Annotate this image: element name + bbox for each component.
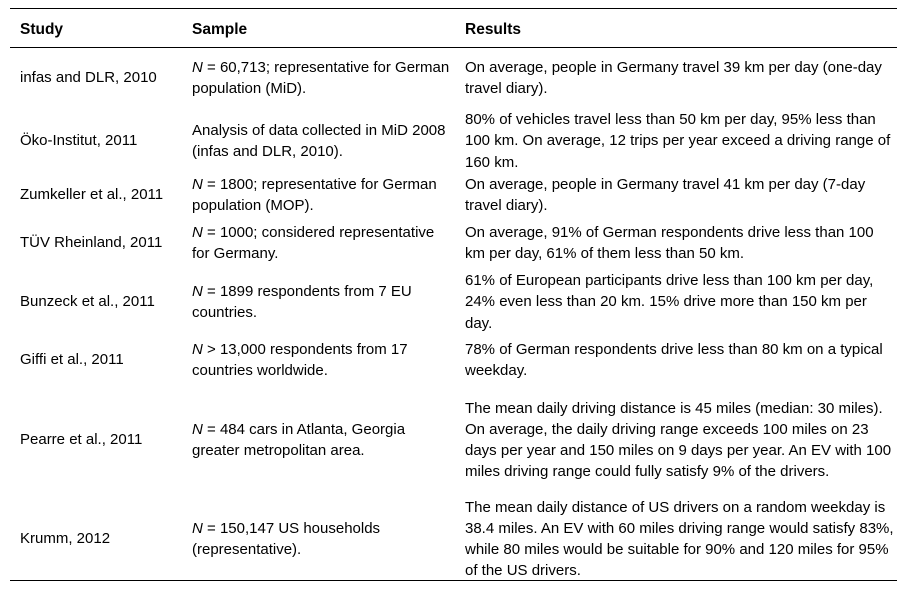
table-row: Bunzeck et al., 2011 N = 1899 respondent… (10, 269, 897, 335)
sample-text: > 13,000 respondents from 17 countries w… (192, 340, 408, 379)
header-study: Study (20, 21, 64, 38)
sample-text: = 1000; considered representative for Ge… (192, 223, 435, 262)
sample-text: Analysis of data collected in MiD 2008 (… (192, 121, 446, 160)
sample-n: N (192, 58, 203, 76)
sample-cell: N = 484 cars in Atlanta, Georgia greater… (192, 386, 450, 494)
results-cell: On average, people in Germany travel 39 … (465, 58, 882, 97)
study-cell: infas and DLR, 2010 (20, 69, 157, 87)
results-cell: The mean daily driving distance is 45 mi… (465, 399, 892, 481)
table-row: Giffi et al., 2011 N > 13,000 respondent… (10, 338, 897, 382)
study-cell: Öko-Institut, 2011 (20, 132, 138, 150)
study-cell: TÜV Rheinland, 2011 (20, 234, 163, 252)
sample-text: = 150,147 US households (representative)… (192, 519, 381, 558)
header-rule (10, 47, 897, 48)
sample-cell: N = 150,147 US households (representativ… (192, 496, 450, 582)
sample-n: N (192, 519, 203, 537)
results-cell: On average, people in Germany travel 41 … (465, 175, 866, 214)
sample-cell: Analysis of data collected in MiD 2008 (… (192, 108, 450, 174)
table-row: Pearre et al., 2011 N = 484 cars in Atla… (10, 386, 897, 494)
sample-cell: N = 1800; representative for German popu… (192, 173, 450, 217)
sample-cell: N = 1899 respondents from 7 EU countries… (192, 269, 450, 335)
sample-cell: N = 60,713; representative for German po… (192, 56, 450, 100)
table-top-rule (10, 8, 897, 9)
sample-text: = 1800; representative for German popula… (192, 175, 437, 214)
sample-n: N (192, 340, 203, 358)
sample-n: N (192, 223, 203, 241)
results-cell: 78% of German respondents drive less tha… (465, 340, 883, 379)
study-cell: Krumm, 2012 (20, 530, 111, 548)
sample-cell: N > 13,000 respondents from 17 countries… (192, 338, 450, 382)
sample-text: = 484 cars in Atlanta, Georgia greater m… (192, 420, 406, 459)
study-cell: Pearre et al., 2011 (20, 431, 143, 449)
study-cell: Bunzeck et al., 2011 (20, 293, 155, 311)
results-cell: 61% of European participants drive less … (465, 272, 874, 332)
table-row: TÜV Rheinland, 2011 N = 1000; considered… (10, 221, 897, 265)
table-row: Öko-Institut, 2011 Analysis of data coll… (10, 108, 897, 174)
results-cell: On average, 91% of German respondents dr… (465, 223, 874, 262)
sample-n: N (192, 282, 203, 300)
sample-cell: N = 1000; considered representative for … (192, 221, 450, 265)
sample-text: = 1899 respondents from 7 EU countries. (192, 282, 412, 321)
sample-text: = 60,713; representative for German popu… (192, 58, 450, 97)
table-row: infas and DLR, 2010 N = 60,713; represen… (10, 56, 897, 100)
study-cell: Zumkeller et al., 2011 (20, 186, 164, 204)
results-cell: The mean daily distance of US drivers on… (465, 498, 894, 580)
table-row: Krumm, 2012 N = 150,147 US households (r… (10, 496, 897, 582)
sample-n: N (192, 420, 203, 438)
results-cell: 80% of vehicles travel less than 50 km p… (465, 111, 891, 171)
table-row: Zumkeller et al., 2011 N = 1800; represe… (10, 173, 897, 217)
sample-n: N (192, 175, 203, 193)
table-bottom-rule (10, 580, 897, 581)
study-cell: Giffi et al., 2011 (20, 351, 124, 369)
header-sample: Sample (192, 21, 248, 38)
header-results: Results (465, 21, 521, 38)
